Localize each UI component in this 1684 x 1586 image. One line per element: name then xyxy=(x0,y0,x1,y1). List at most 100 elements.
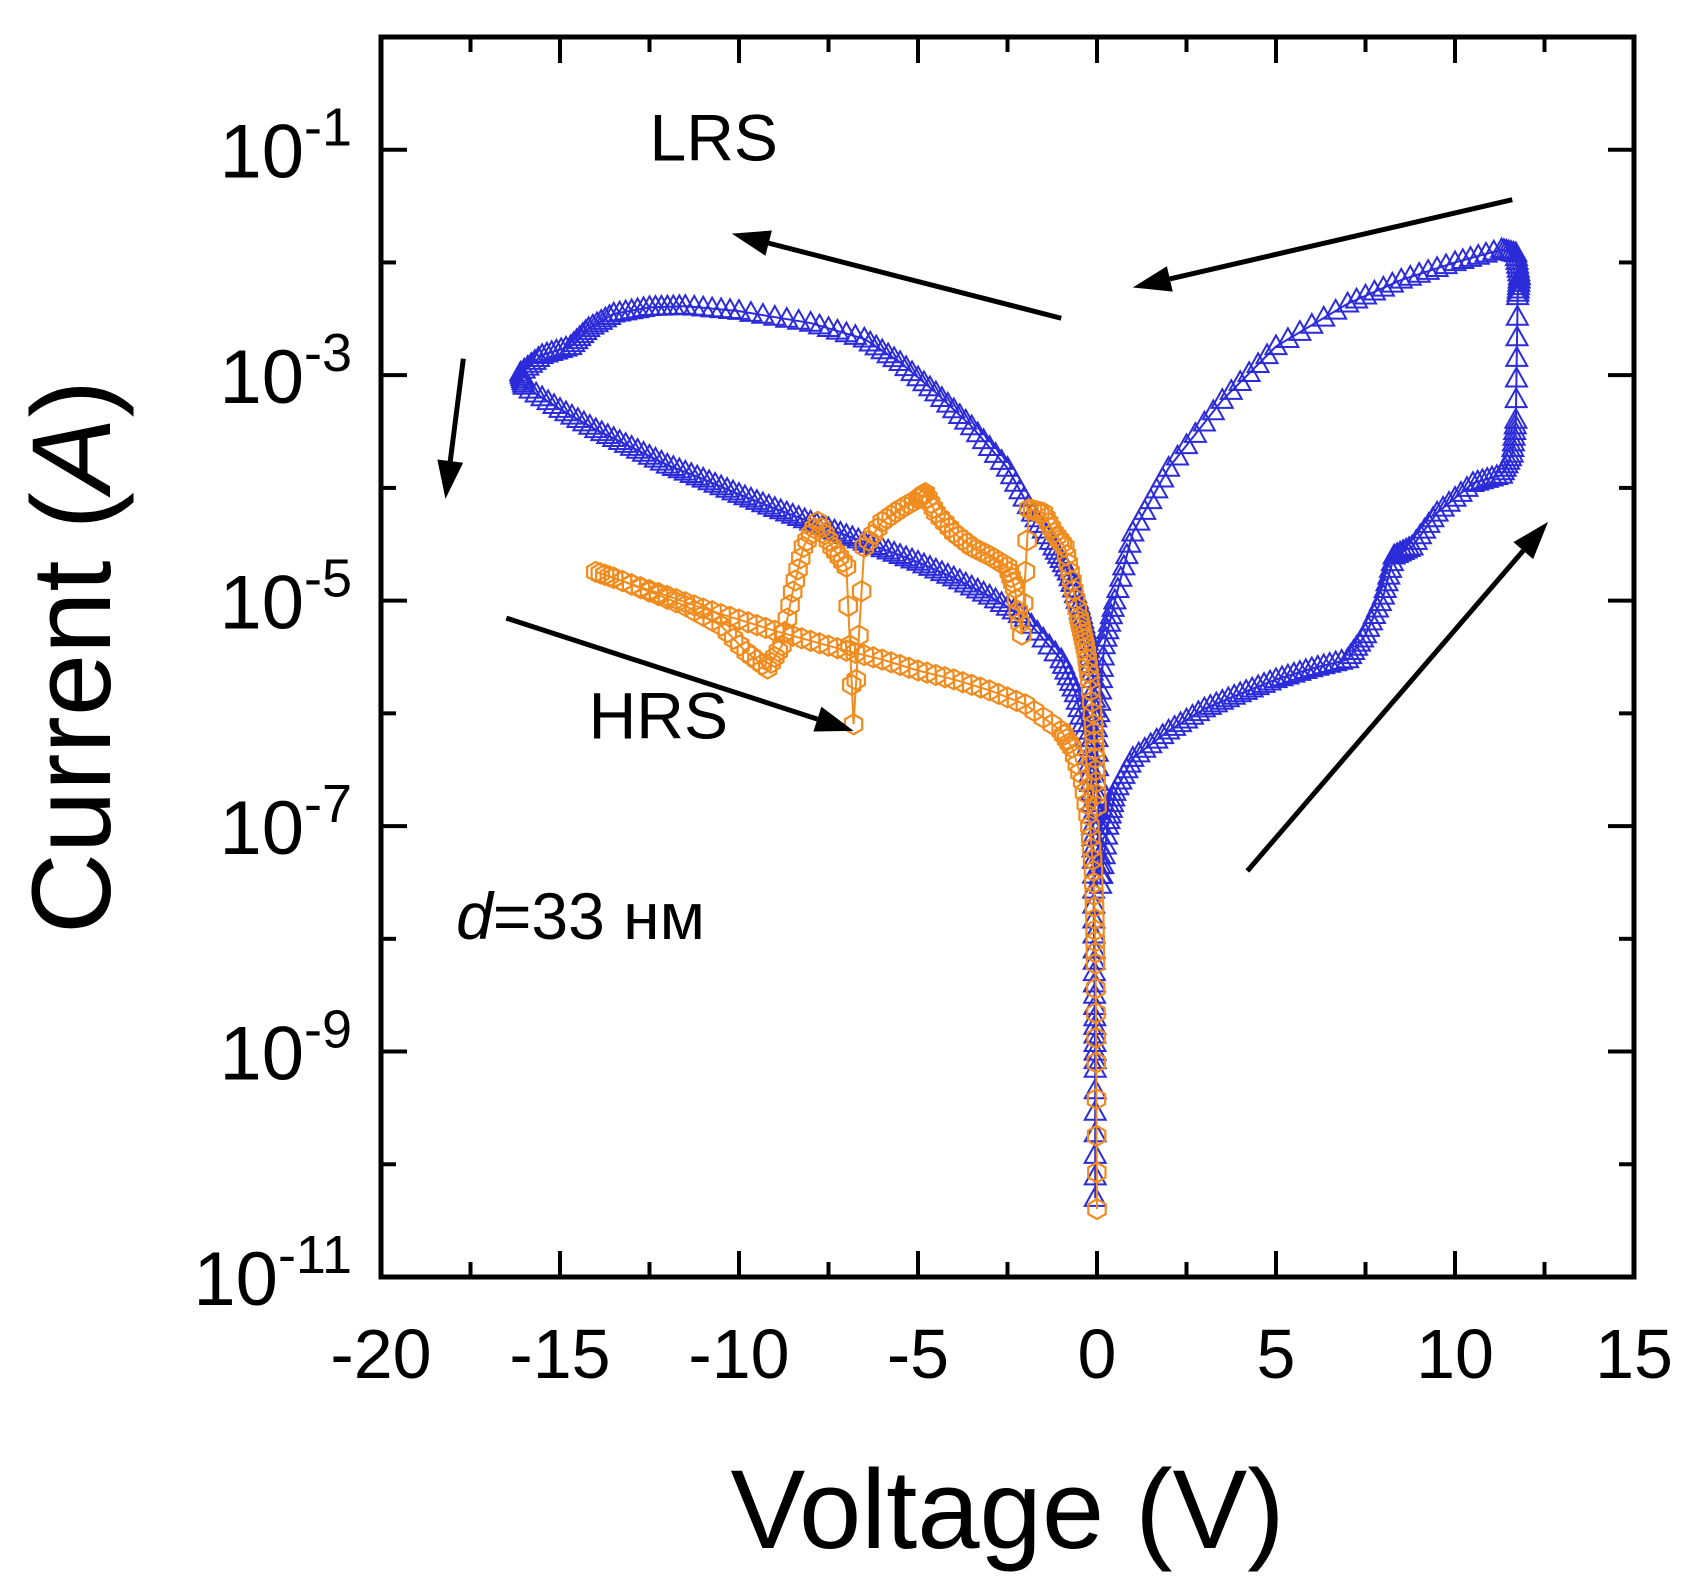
data-point xyxy=(1201,398,1226,421)
data-point xyxy=(697,468,722,491)
arrow-head xyxy=(813,706,854,732)
data-point xyxy=(1473,240,1499,263)
data-point xyxy=(858,529,879,552)
data-point xyxy=(559,402,585,425)
data-point xyxy=(1080,679,1101,702)
data-point xyxy=(1083,1077,1108,1100)
data-point xyxy=(1198,693,1223,715)
data-point xyxy=(899,359,925,382)
data-point xyxy=(1086,1001,1106,1025)
data-point xyxy=(909,486,930,509)
x-tick-label: -10 xyxy=(688,1315,789,1393)
x-tick-labels: -20 -15 -10 -5 0 5 10 15 xyxy=(330,1315,1673,1393)
data-point xyxy=(1460,470,1486,492)
data-point xyxy=(1165,443,1190,466)
data-point xyxy=(953,570,978,593)
data-point xyxy=(774,306,799,328)
data-point xyxy=(1376,562,1401,585)
data-point xyxy=(1126,508,1151,531)
annotation-label: d=33 нм xyxy=(456,879,705,953)
data-point xyxy=(661,454,686,476)
data-point xyxy=(1117,531,1142,553)
data-point xyxy=(649,448,674,471)
data-point xyxy=(1144,476,1169,499)
data-point xyxy=(780,593,800,617)
data-point xyxy=(1099,602,1124,625)
data-point xyxy=(529,384,555,407)
data-point xyxy=(1192,695,1217,718)
data-point xyxy=(1084,721,1104,745)
data-point xyxy=(657,587,678,611)
data-point xyxy=(1008,599,1029,623)
data-point xyxy=(1031,625,1056,648)
data-point xyxy=(535,388,561,411)
data-point xyxy=(1013,591,1034,615)
data-point xyxy=(1506,255,1531,278)
data-point xyxy=(1093,624,1119,647)
data-point xyxy=(1374,569,1400,592)
data-point xyxy=(815,523,835,546)
data-point xyxy=(577,413,602,435)
data-point xyxy=(1219,378,1244,400)
data-point xyxy=(625,437,650,459)
data-point xyxy=(1033,706,1054,729)
data-point xyxy=(1466,242,1491,265)
data-point xyxy=(666,591,687,614)
data-point xyxy=(977,582,1002,605)
data-point xyxy=(1095,617,1120,640)
data-point xyxy=(917,554,943,576)
arrow xyxy=(505,615,854,732)
data-point xyxy=(768,639,789,663)
data-point xyxy=(730,634,750,657)
data-point xyxy=(607,428,632,450)
data-point xyxy=(1132,498,1157,520)
data-point xyxy=(571,409,597,432)
x-tick-label: 0 xyxy=(1078,1315,1117,1393)
data-point xyxy=(852,325,877,348)
data-point xyxy=(793,535,814,559)
data-point xyxy=(800,523,821,546)
data-point xyxy=(1052,532,1072,555)
data-point xyxy=(1371,582,1396,605)
data-point xyxy=(864,333,889,356)
arrow xyxy=(437,358,466,499)
data-point xyxy=(1156,717,1181,740)
data-point xyxy=(1073,627,1094,651)
data-point xyxy=(893,354,919,377)
data-point xyxy=(603,566,624,589)
data-point xyxy=(1275,326,1301,349)
data-point xyxy=(761,651,782,675)
arrow-head xyxy=(1513,521,1549,560)
data-point xyxy=(529,342,555,365)
arrow-head xyxy=(437,459,464,499)
data-point xyxy=(911,369,937,392)
data-point xyxy=(829,545,850,569)
data-point xyxy=(849,624,869,647)
data-point xyxy=(720,478,746,501)
data-point xyxy=(843,713,864,736)
arrow-shaft xyxy=(1169,197,1513,282)
data-point xyxy=(1506,266,1532,289)
data-point xyxy=(1378,556,1403,578)
data-point xyxy=(947,402,972,424)
y-tick-label: 10-11 xyxy=(193,1225,352,1322)
data-point xyxy=(1049,646,1074,669)
data-point xyxy=(1043,639,1068,662)
data-point xyxy=(589,308,614,330)
data-point xyxy=(544,337,569,360)
data-point xyxy=(959,573,984,596)
data-point xyxy=(1001,565,1021,589)
data-point xyxy=(1506,259,1531,282)
data-point xyxy=(1096,807,1122,830)
data-point xyxy=(1087,794,1107,818)
data-point xyxy=(836,555,857,578)
data-point xyxy=(1087,689,1112,711)
data-point xyxy=(1074,632,1095,655)
data-point xyxy=(1102,587,1128,610)
data-point xyxy=(1086,1026,1106,1050)
data-point xyxy=(858,329,883,352)
data-point xyxy=(929,559,955,582)
data-point xyxy=(1082,1004,1108,1027)
data-point xyxy=(1505,303,1530,326)
data-point xyxy=(1505,251,1530,274)
